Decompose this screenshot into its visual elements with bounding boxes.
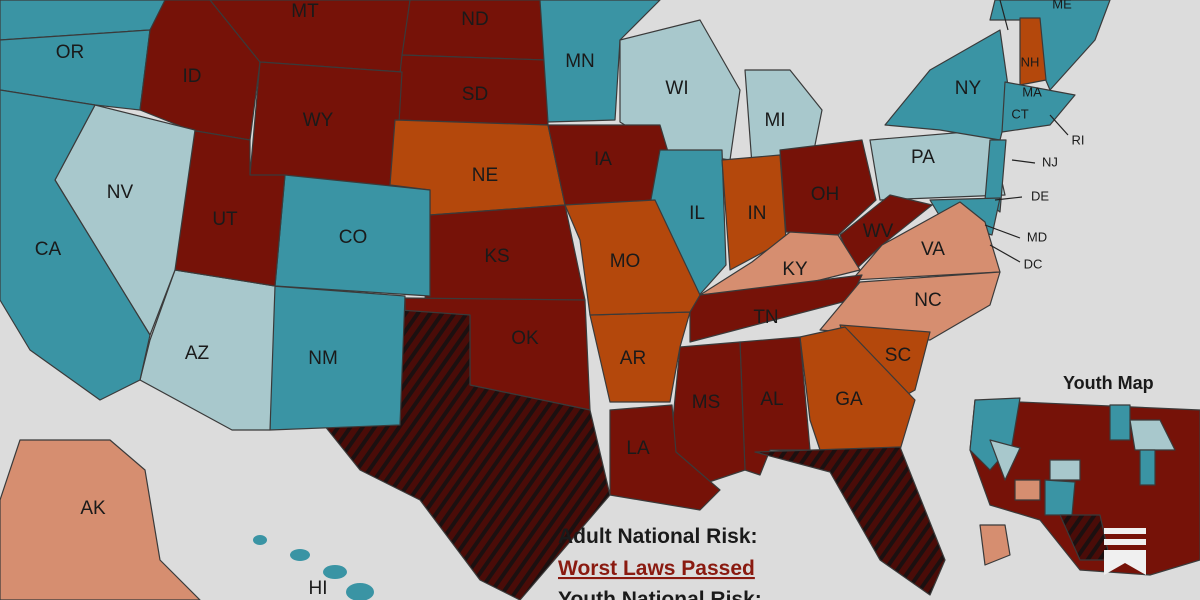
leader-lines bbox=[984, 0, 1069, 263]
state-label: OH bbox=[811, 184, 840, 205]
state-label: NC bbox=[914, 290, 941, 311]
state-label: LA bbox=[626, 438, 650, 459]
state-label: IN bbox=[748, 203, 767, 224]
state-label: KY bbox=[782, 259, 808, 280]
state-label: TN bbox=[753, 307, 778, 328]
state-label: MS bbox=[692, 392, 721, 413]
state-label: UT bbox=[212, 209, 238, 230]
state-label: NH bbox=[1021, 54, 1040, 69]
state-label: ND bbox=[461, 9, 488, 30]
inset-title: Youth Map bbox=[1063, 373, 1154, 393]
legend: Adult National Risk: Worst Laws Passed Y… bbox=[558, 525, 762, 600]
state-label: PA bbox=[911, 147, 935, 168]
state-label: CT bbox=[1011, 106, 1028, 121]
state-label: ME bbox=[1052, 0, 1072, 11]
state-label: MI bbox=[764, 110, 785, 131]
state-label: OR bbox=[56, 42, 85, 63]
state-label: NJ bbox=[1042, 154, 1058, 169]
state-label: AZ bbox=[185, 343, 210, 364]
state-label: SC bbox=[885, 345, 911, 366]
state-label: CO bbox=[339, 227, 368, 248]
state-label: AR bbox=[620, 348, 646, 369]
state-label: MA bbox=[1022, 84, 1042, 99]
state-label: AL bbox=[760, 389, 783, 410]
states bbox=[0, 0, 1111, 600]
state-label: RI bbox=[1072, 132, 1085, 147]
state-label: SD bbox=[462, 84, 488, 105]
state-label: DE bbox=[1031, 188, 1049, 203]
state-label: IL bbox=[689, 203, 705, 224]
state-label: ID bbox=[183, 66, 202, 87]
state-label: NY bbox=[955, 78, 982, 99]
state-labels: OR MT ND ID MN ME WI NY SD WY MI NH MA C… bbox=[35, 0, 1085, 599]
state-label: MO bbox=[610, 251, 641, 272]
state-label: NM bbox=[308, 348, 338, 369]
state-label: WI bbox=[665, 78, 688, 99]
state-label: NE bbox=[472, 165, 498, 186]
legend-title: Adult National Risk: bbox=[558, 525, 758, 548]
legend-value: Worst Laws Passed bbox=[558, 557, 755, 580]
state-label: VA bbox=[921, 239, 945, 260]
state-label: KS bbox=[484, 246, 509, 267]
state-label: GA bbox=[835, 389, 863, 410]
state-label: MT bbox=[291, 1, 319, 22]
legend-title: Youth National Risk: bbox=[558, 588, 762, 600]
state-label: WV bbox=[863, 221, 894, 242]
substack-logo bbox=[1104, 528, 1146, 575]
state-label: WY bbox=[303, 110, 334, 131]
state-label: NV bbox=[107, 182, 134, 203]
state-label: CA bbox=[35, 239, 62, 260]
state-label: MN bbox=[565, 51, 595, 72]
state-label: HI bbox=[309, 578, 328, 599]
youth-inset-map bbox=[969, 397, 1200, 576]
state-label: MD bbox=[1027, 229, 1047, 244]
state-label: OK bbox=[511, 328, 539, 349]
state-label: DC bbox=[1024, 256, 1043, 271]
state-label: AK bbox=[80, 498, 106, 519]
state-label: IA bbox=[594, 149, 612, 170]
